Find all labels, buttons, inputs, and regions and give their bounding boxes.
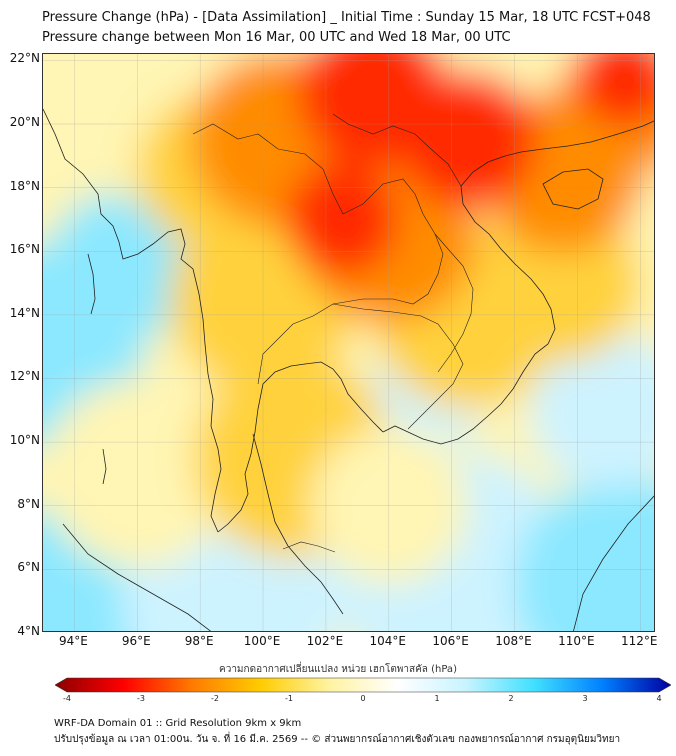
field-blob [483,204,641,362]
sumatra-coast [62,523,212,631]
colorbar-tick-label: 0 [360,694,366,703]
colorbar-body [55,677,671,693]
field-blob [574,54,654,127]
map-subtitle: Pressure change between Mon 16 Mar, 00 U… [42,30,511,45]
field-blob [530,331,654,489]
map-canvas [43,54,654,631]
china-coast [520,120,654,153]
latitude-label: 6°N [17,560,40,575]
colorbar-tick-label: -4 [63,694,71,703]
latitude-label: 18°N [9,178,40,193]
longitude-label: 96°E [121,634,151,648]
colorbar-tick-label: 3 [582,694,588,703]
longitude-label: 112°E [621,634,658,648]
latitude-label: 22°N [9,51,40,66]
longitude-label: 98°E [184,634,214,648]
field-blob [285,162,399,277]
field-blob [514,475,654,631]
hainan-island [542,168,604,210]
footer-model-info: WRF-DA Domain 01 :: Grid Resolution 9km … [54,718,302,729]
latitude-label: 12°N [9,369,40,384]
colorbar-tick-label: 2 [508,694,514,703]
pressure-field [43,54,654,631]
cambodia-vietnam-coast [382,151,556,445]
longitude-label: 94°E [58,634,88,648]
latitude-label: 14°N [9,305,40,320]
thai-gulf-coast [217,361,384,533]
laos-vietnam-border [332,113,474,373]
colorbar-tick-label: -2 [211,694,219,703]
latitude-label: 10°N [9,433,40,448]
graticule [43,54,654,631]
colorbar-tick-label: -1 [285,694,293,703]
myanmar-coast [43,108,222,533]
colorbar-tick-label: 1 [434,694,440,703]
borneo-coast [573,495,654,631]
coastlines-and-borders [43,108,654,631]
longitude-label: 108°E [495,634,532,648]
colorbar-tick-label: 4 [656,694,662,703]
field-blob [46,191,198,343]
field-blob [398,70,537,210]
longitude-label: 104°E [369,634,407,648]
pressure-change-map [42,53,655,632]
malaysia-border [282,541,336,553]
footer-credit: ปรับปรุงข้อมูล ณ เวลา 01:00น. วัน จ. ที่… [54,734,621,745]
longitude-label: 110°E [558,634,595,648]
colorbar-title: ความกดอากาศเปลี่ยนแปลง หน่วย เฮกโตพาสคัล… [219,664,457,675]
map-title: Pressure Change (hPa) - [Data Assimilati… [42,10,651,25]
cambodia-border [332,303,464,430]
latitude-label: 16°N [9,242,40,257]
latitude-label: 4°N [17,624,40,638]
colorbar [55,677,671,693]
peninsula-east-coast [252,433,344,615]
longitude-label: 102°E [306,634,344,648]
thailand-border [192,123,444,385]
latitude-label: 8°N [17,496,40,511]
latitude-label: 20°N [9,114,40,129]
andaman-islands [87,253,107,485]
longitude-label: 106°E [432,634,469,648]
colorbar-tick-label: -3 [137,694,145,703]
longitude-label: 100°E [243,634,281,648]
